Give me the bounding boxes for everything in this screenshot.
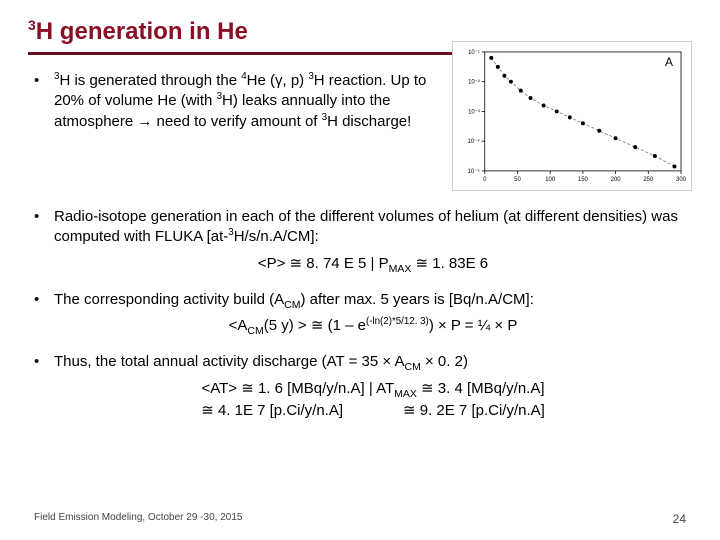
title-prefix: H — [36, 18, 53, 45]
t: ) after max. 5 years is [Bq/n.A/CM]: — [300, 291, 533, 308]
t: × 0. 2) — [421, 353, 468, 370]
bullet-2: Radio-isotope generation in each of the … — [28, 207, 692, 274]
t: (5 y) > ≅ (1 – e — [264, 317, 366, 334]
chart-letter: A — [665, 54, 673, 70]
sup: (-ln(2)*5/12. 3) — [366, 316, 429, 327]
t: Radio-isotope generation in each of the … — [54, 208, 678, 245]
sub: CM — [284, 299, 300, 311]
bullet-1-text: 3H is generated through the 4He (γ, p) 3… — [54, 71, 442, 132]
sub: MAX — [389, 263, 412, 275]
svg-text:10⁻¹: 10⁻¹ — [468, 50, 480, 56]
sub: MAX — [394, 388, 417, 400]
sub: CM — [247, 325, 263, 337]
bullet-4-eq1: <AT> ≅ 1. 6 [MBq/y/n.A] | ATMAX ≅ 3. 4 [… — [54, 379, 692, 399]
bullet-4-eq2: ≅ 4. 1E 7 [p.Ci/y/n.A] ≅ 9. 2E 7 [p.Ci/y… — [54, 401, 692, 421]
svg-text:10⁻²: 10⁻² — [468, 80, 480, 86]
bullet-4-text: Thus, the total annual activity discharg… — [54, 352, 692, 372]
t: H discharge! — [327, 113, 411, 130]
chart-figure: 10⁻⁵ 10⁻⁴ 10⁻³ 10⁻² 10⁻¹ 0 50 100 150 200 250 300 A — [452, 41, 692, 191]
bullet-2-eq: <P> ≅ 8. 74 E 5 | PMAX ≅ 1. 83E 6 — [54, 254, 692, 274]
t: The corresponding activity build (A — [54, 291, 284, 308]
svg-text:300: 300 — [676, 177, 687, 183]
bullet-3: The corresponding activity build (ACM) a… — [28, 290, 692, 337]
svg-text:0: 0 — [483, 177, 487, 183]
svg-text:150: 150 — [578, 177, 589, 183]
svg-text:100: 100 — [545, 177, 556, 183]
svg-text:250: 250 — [643, 177, 654, 183]
t: ≅ 4. 1E 7 [p.Ci/y/n.A] — [201, 401, 343, 421]
svg-text:10⁻⁵: 10⁻⁵ — [468, 168, 481, 175]
svg-text:50: 50 — [514, 177, 521, 183]
chart-svg: 10⁻⁵ 10⁻⁴ 10⁻³ 10⁻² 10⁻¹ 0 50 100 150 200 250 300 — [457, 46, 687, 187]
bullet-list: 3H is generated through the 4He (γ, p) 3… — [28, 71, 692, 421]
t: Thus, the total annual activity discharg… — [54, 353, 404, 370]
page-number: 24 — [673, 512, 686, 526]
t: <A — [229, 317, 248, 334]
bullet-1: 3H is generated through the 4He (γ, p) 3… — [28, 71, 692, 191]
t: He (γ, p) — [247, 72, 309, 89]
t: ≅ 1. 83E 6 — [411, 255, 488, 272]
title-rest: generation in He — [53, 18, 248, 45]
title-sup: 3 — [28, 17, 36, 33]
slide-footer: Field Emission Modeling, October 29 -30,… — [34, 512, 686, 526]
t: <P> ≅ 8. 74 E 5 | P — [258, 255, 389, 272]
t: ≅ 9. 2E 7 [p.Ci/y/n.A] — [403, 401, 545, 421]
bullet-2-text: Radio-isotope generation in each of the … — [54, 207, 692, 248]
bullet-3-eq: <ACM(5 y) > ≅ (1 – e(-ln(2)*5/12. 3)) × … — [54, 316, 692, 336]
t: <AT> ≅ 1. 6 [MBq/y/n.A] | AT — [201, 380, 394, 397]
svg-text:10⁻⁴: 10⁻⁴ — [468, 138, 481, 145]
footer-left: Field Emission Modeling, October 29 -30,… — [34, 512, 242, 526]
t: ) × P = ¼ × P — [429, 317, 518, 334]
t: H is generated through the — [59, 72, 241, 89]
t: H/s/n.A/CM]: — [234, 228, 319, 245]
svg-text:200: 200 — [611, 177, 622, 183]
t: ≅ 3. 4 [MBq/y/n.A] — [417, 380, 545, 397]
bullet-4: Thus, the total annual activity discharg… — [28, 352, 692, 421]
svg-text:10⁻³: 10⁻³ — [468, 109, 480, 115]
bullet-3-text: The corresponding activity build (ACM) a… — [54, 290, 692, 310]
sub: CM — [404, 361, 420, 373]
